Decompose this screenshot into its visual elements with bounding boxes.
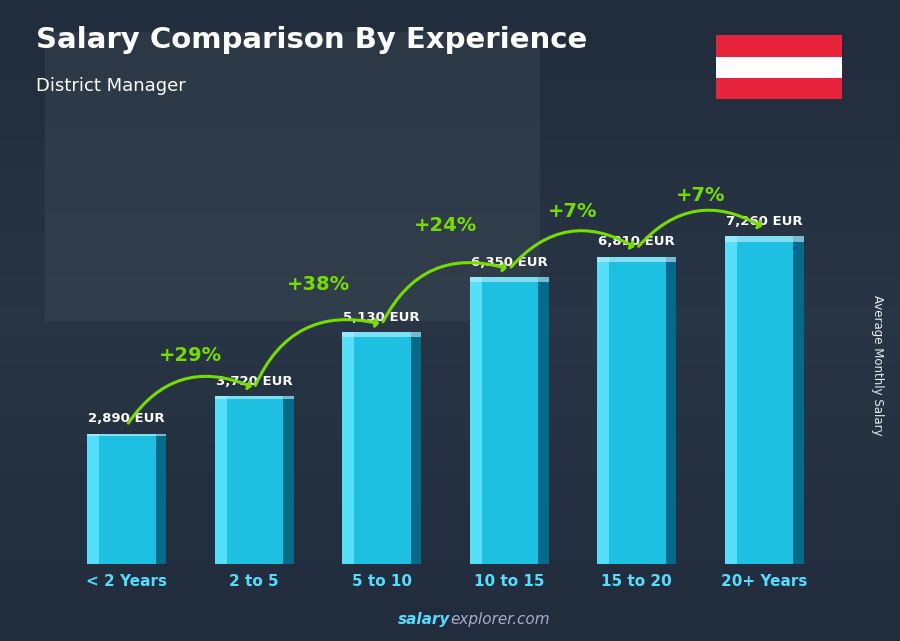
Bar [598,256,676,564]
Bar [227,396,284,564]
Text: Salary Comparison By Experience: Salary Comparison By Experience [36,26,587,54]
Text: 6,810 EUR: 6,810 EUR [598,235,675,249]
Bar [342,333,354,564]
Text: salary: salary [398,612,450,627]
Bar [598,256,609,564]
Bar [716,35,842,56]
Text: +29%: +29% [159,346,222,365]
Text: District Manager: District Manager [36,77,185,95]
Text: +7%: +7% [676,186,725,205]
Bar [87,433,99,564]
Bar [724,237,804,242]
Bar [411,333,421,564]
Text: +7%: +7% [548,202,598,221]
Bar [470,278,549,564]
Bar [354,333,411,564]
Bar [716,56,842,78]
Bar [794,237,804,564]
Bar [724,237,736,564]
Bar [716,78,842,99]
Bar [482,278,538,564]
Bar [45,32,540,320]
Text: 2,890 EUR: 2,890 EUR [88,412,165,426]
Text: 3,720 EUR: 3,720 EUR [216,375,292,388]
Bar [87,433,166,436]
Bar [87,433,166,564]
Text: 5,130 EUR: 5,130 EUR [344,312,420,324]
Bar [215,396,293,399]
Bar [284,396,293,564]
Bar [666,256,676,564]
Bar [736,237,794,564]
Bar [598,256,676,262]
Bar [470,278,549,283]
Bar [724,237,804,564]
Text: +24%: +24% [414,216,477,235]
Bar [342,333,421,564]
Text: 7,260 EUR: 7,260 EUR [726,215,803,228]
Bar [342,333,421,337]
Text: explorer.com: explorer.com [450,612,550,627]
Text: Average Monthly Salary: Average Monthly Salary [871,295,884,436]
Bar [156,433,166,564]
Bar [215,396,293,564]
Text: +38%: +38% [286,276,349,294]
Text: 6,350 EUR: 6,350 EUR [471,256,547,269]
Bar [470,278,482,564]
Bar [99,433,156,564]
Bar [609,256,666,564]
Bar [215,396,227,564]
Bar [538,278,549,564]
